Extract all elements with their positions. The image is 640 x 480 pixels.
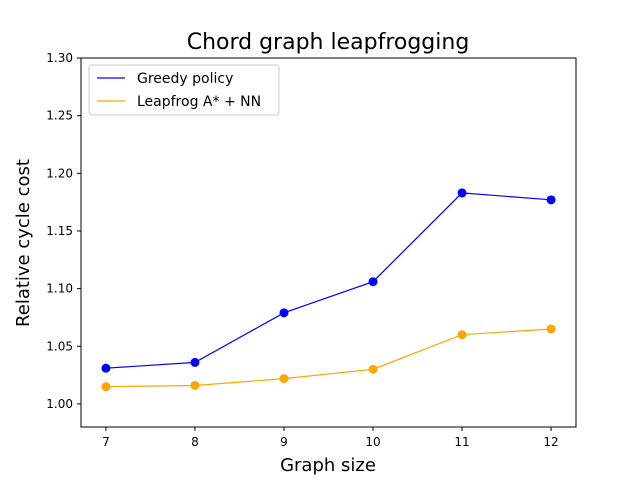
x-tick-label: 8 xyxy=(191,435,199,449)
series-line-2 xyxy=(105,328,552,388)
series-line-1 xyxy=(105,192,552,369)
y-tick-label: 1.30 xyxy=(46,51,73,65)
data-point xyxy=(101,363,111,373)
axes-frame xyxy=(80,57,577,428)
y-tick-label: 1.05 xyxy=(46,339,73,353)
data-point xyxy=(457,188,467,198)
x-tick-label: 11 xyxy=(454,435,469,449)
data-point xyxy=(190,357,200,367)
y-tick-label: 1.10 xyxy=(46,282,73,296)
legend-box xyxy=(88,64,280,116)
legend-label: Leapfrog A* + NN xyxy=(137,94,261,110)
data-point xyxy=(101,382,111,392)
data-point xyxy=(190,380,200,390)
legend-label: Greedy policy xyxy=(137,71,233,87)
x-tick-label: 9 xyxy=(280,435,288,449)
data-point xyxy=(546,324,556,334)
x-tick-label: 7 xyxy=(102,435,110,449)
chart-title: Chord graph leapfrogging xyxy=(187,30,470,55)
data-point xyxy=(368,277,378,287)
data-point xyxy=(457,330,467,340)
x-tick-label: 12 xyxy=(543,435,558,449)
plot-area: 7 8 9 10 11 12 1.00 1.05 1.10 1.15 1.20 1.25 1.30 Gre… xyxy=(46,51,577,449)
y-tick-label: 1.25 xyxy=(46,109,73,123)
data-point xyxy=(279,308,289,318)
data-point xyxy=(279,374,289,384)
y-tick-label: 1.20 xyxy=(46,166,73,180)
x-axis-label: Graph size xyxy=(280,455,376,476)
y-tick-label: 1.00 xyxy=(46,397,73,411)
y-tick-label: 1.15 xyxy=(46,224,73,238)
x-tick-label: 10 xyxy=(365,435,380,449)
y-axis-label: Relative cycle cost xyxy=(13,159,34,327)
data-point xyxy=(368,364,378,374)
data-point xyxy=(546,195,556,205)
